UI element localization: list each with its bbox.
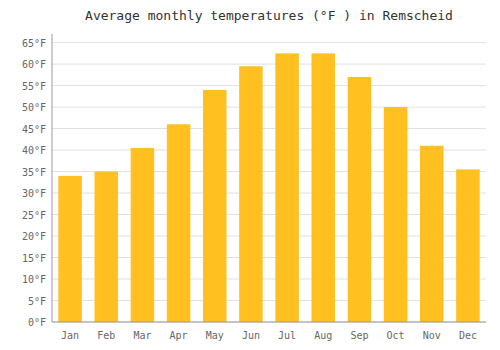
y-tick-label: 0°F bbox=[28, 317, 46, 328]
bar bbox=[94, 172, 118, 322]
y-tick-label: 55°F bbox=[22, 81, 46, 92]
y-tick-label: 30°F bbox=[22, 188, 46, 199]
x-axis: Jan Feb Mar Apr May Jun Jul Aug Sep Oct Nov Dec bbox=[61, 330, 477, 341]
x-tick-label: Aug bbox=[314, 330, 332, 341]
y-axis: 0°F 5°F 10°F 15°F 20°F 25°F 30°F 35°F 40°F 45°F 50… bbox=[22, 38, 46, 328]
bar bbox=[456, 169, 480, 322]
x-tick-label: Nov bbox=[423, 330, 441, 341]
grid-line bbox=[52, 85, 486, 86]
bar bbox=[58, 176, 82, 322]
y-tick-label: 20°F bbox=[22, 231, 46, 242]
grid-line bbox=[52, 64, 486, 65]
grid-line bbox=[52, 107, 486, 108]
y-axis-line bbox=[52, 34, 53, 322]
x-tick-label: Mar bbox=[133, 330, 151, 341]
x-tick-label: Apr bbox=[170, 330, 188, 341]
y-tick-label: 35°F bbox=[22, 167, 46, 178]
y-tick-label: 40°F bbox=[22, 145, 46, 156]
y-tick-label: 65°F bbox=[22, 38, 46, 49]
bar bbox=[311, 53, 335, 322]
x-tick-label: Oct bbox=[387, 330, 405, 341]
x-tick-label: Sep bbox=[350, 330, 368, 341]
y-tick-label: 25°F bbox=[22, 210, 46, 221]
grid bbox=[52, 43, 486, 322]
grid-line bbox=[52, 42, 486, 43]
page: {"chart_data": {"type": "bar", "title": … bbox=[0, 0, 500, 350]
bar bbox=[203, 90, 227, 322]
chart: Average monthly temperatures (°F ) in Re… bbox=[0, 0, 500, 350]
y-tick-label: 50°F bbox=[22, 102, 46, 113]
bar bbox=[275, 53, 299, 322]
x-tick-label: Jul bbox=[278, 330, 296, 341]
bar bbox=[420, 146, 444, 322]
bar bbox=[131, 148, 155, 322]
x-tick-label: Jan bbox=[61, 330, 79, 341]
x-tick-label: May bbox=[206, 330, 224, 341]
bar bbox=[348, 77, 372, 322]
grid-line bbox=[52, 128, 486, 129]
title: Average monthly temperatures (°F ) in Re… bbox=[85, 8, 453, 23]
y-tick-label: 10°F bbox=[22, 274, 46, 285]
y-tick-label: 60°F bbox=[22, 59, 46, 70]
y-tick-label: 45°F bbox=[22, 124, 46, 135]
x-tick-label: Feb bbox=[97, 330, 115, 341]
y-tick-label: 15°F bbox=[22, 253, 46, 264]
bars bbox=[58, 53, 479, 322]
x-tick-label: Dec bbox=[459, 330, 477, 341]
bar bbox=[167, 124, 191, 322]
bar bbox=[384, 107, 408, 322]
grid-line bbox=[52, 322, 486, 323]
x-axis-line bbox=[52, 322, 486, 323]
y-tick-label: 5°F bbox=[28, 296, 46, 307]
bar bbox=[239, 66, 263, 322]
x-tick-label: Jun bbox=[242, 330, 260, 341]
